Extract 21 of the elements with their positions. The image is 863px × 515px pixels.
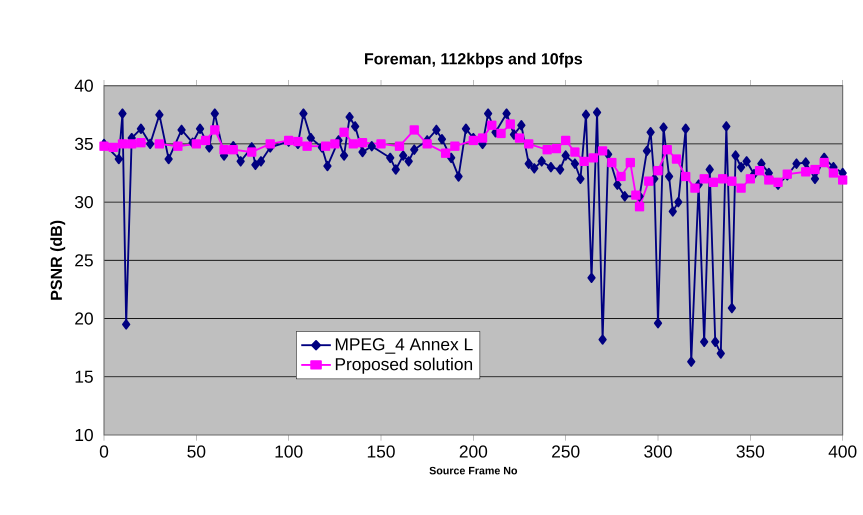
y-tick-label: 35	[74, 138, 93, 150]
x-tick-label: 300	[644, 445, 672, 458]
y-tick-label: 30	[74, 196, 93, 208]
x-tick-label: 350	[736, 445, 764, 458]
y-tick-label: 10	[76, 428, 93, 442]
legend-label: Proposed solution	[336, 358, 472, 374]
y-axis-title: PSNR (dB)	[50, 220, 66, 300]
chart-title: Foreman, 112kbps and 10fps	[365, 52, 582, 68]
x-tick-label: 200	[460, 445, 488, 458]
x-axis-title: Source Frame No	[429, 466, 518, 474]
y-tick-label: 20	[75, 312, 93, 325]
x-tick-label: 250	[552, 445, 580, 458]
y-tick-label: 25	[75, 254, 93, 266]
y-tick-label: 40	[74, 80, 93, 92]
x-tick-label: 400	[828, 445, 856, 458]
x-tick-label: 150	[368, 445, 395, 458]
y-tick-label: 15	[76, 370, 93, 383]
legend-label: MPEG_4 Annex L	[336, 338, 473, 354]
x-tick-label: 100	[276, 445, 302, 458]
x-tick-label: 0	[100, 445, 108, 458]
x-tick-label: 50	[187, 445, 206, 458]
